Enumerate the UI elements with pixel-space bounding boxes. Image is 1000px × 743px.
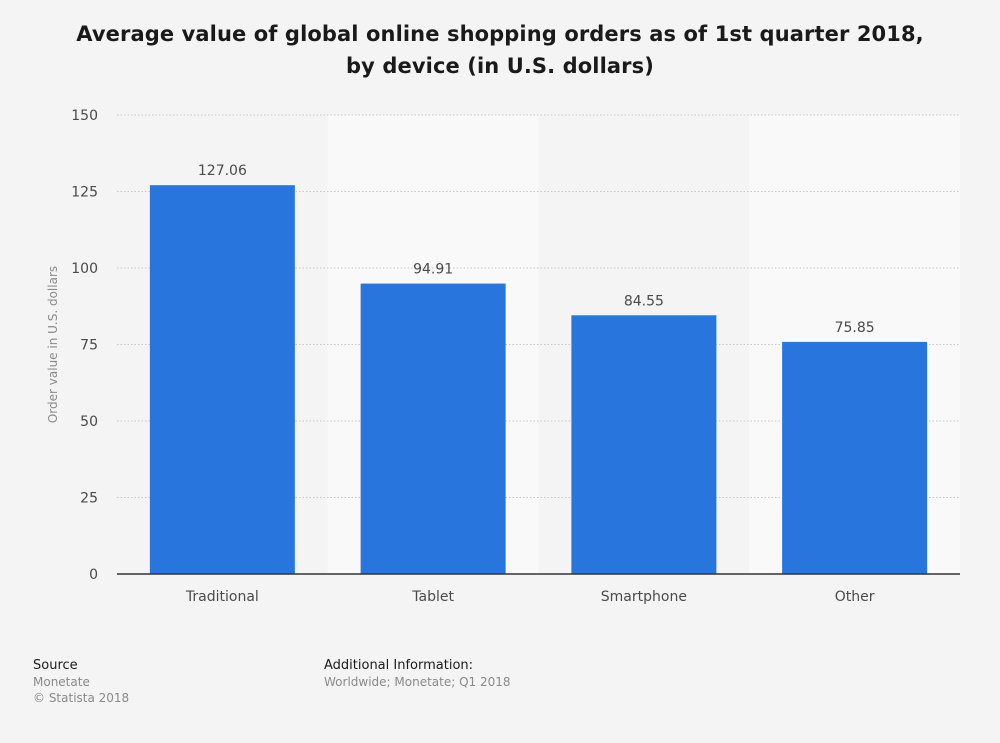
y-tick-label: 125 (71, 185, 98, 201)
y-tick-label: 0 (89, 567, 98, 583)
additional-info-block: Additional Information: Worldwide; Monet… (324, 658, 511, 690)
y-tick-label: 50 (80, 414, 98, 430)
bar[interactable] (360, 283, 506, 574)
value-label: 75.85 (835, 320, 875, 336)
additional-info-heading: Additional Information: (324, 658, 474, 673)
y-tick-label: 100 (71, 261, 98, 277)
value-label: 94.91 (413, 262, 453, 278)
value-label: 84.55 (624, 293, 664, 309)
chart-title: Average value of global online shopping … (76, 22, 924, 78)
source-heading: Source (33, 658, 78, 673)
x-tick-label: Tablet (411, 589, 454, 605)
source-name: Monetate (33, 675, 90, 689)
y-tick-label: 75 (80, 338, 98, 354)
bar[interactable] (782, 341, 928, 574)
additional-info-text: Worldwide; Monetate; Q1 2018 (324, 675, 511, 689)
y-tick-label: 150 (71, 108, 98, 124)
x-tick-label: Smartphone (601, 589, 687, 605)
bar[interactable] (149, 185, 295, 574)
y-tick-label: 25 (80, 491, 98, 507)
bar[interactable] (571, 315, 717, 574)
source-block: Source Monetate © Statista 2018 (33, 658, 129, 706)
y-axis-title: Order value in U.S. dollars (46, 266, 60, 423)
x-tick-label: Traditional (185, 589, 259, 605)
value-label: 127.06 (198, 163, 247, 179)
copyright-text: © Statista 2018 (33, 691, 130, 705)
x-tick-label: Other (835, 589, 875, 605)
